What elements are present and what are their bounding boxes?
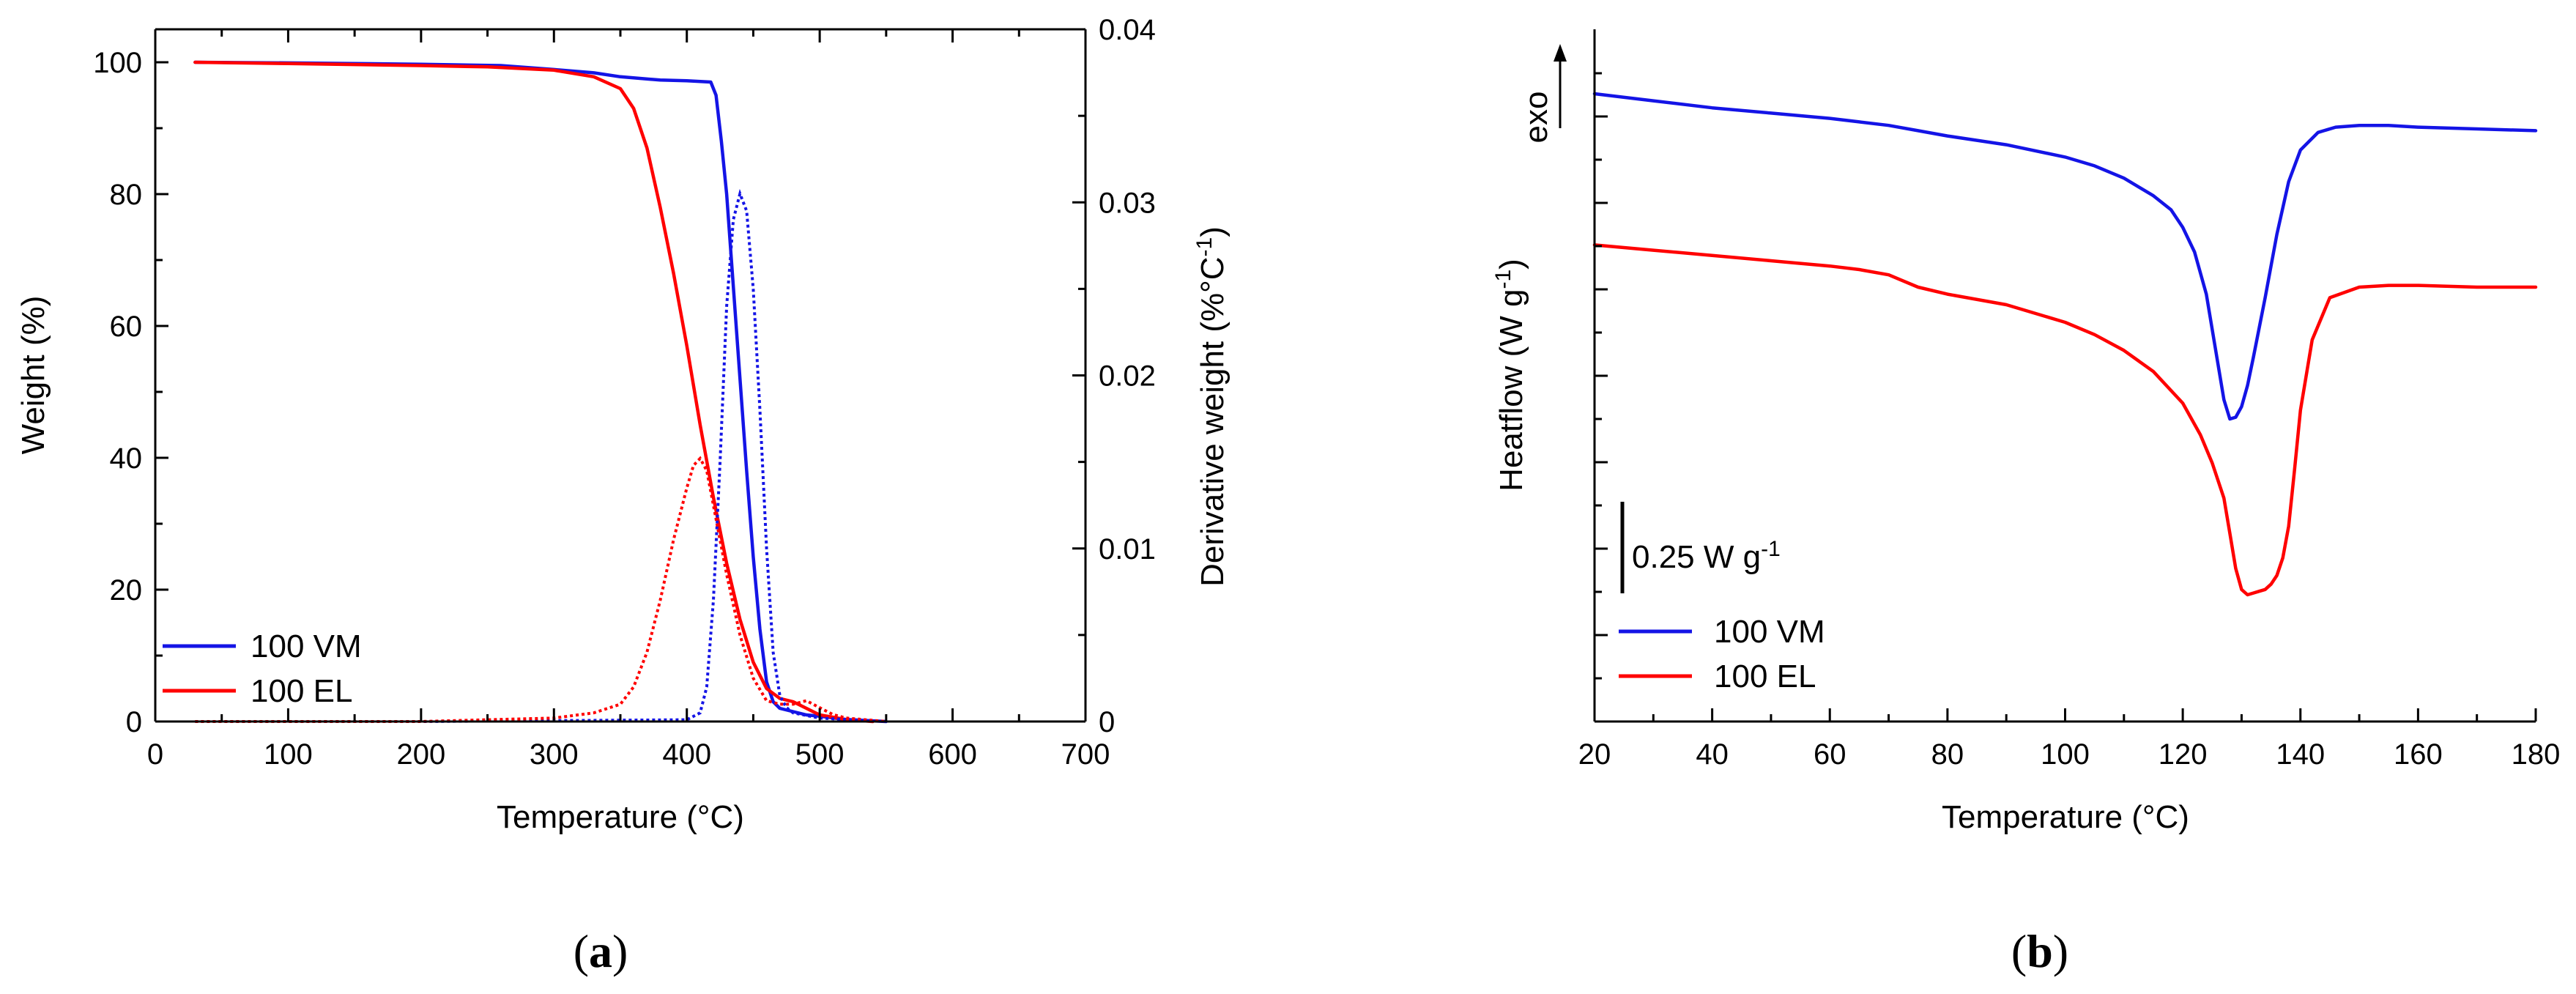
panel-a-label-close: ) [612, 925, 628, 977]
panel-a-label-open: ( [574, 925, 589, 977]
panel-a-y2-tick-label-0.02: 0.02 [1099, 360, 1156, 393]
panel-b-legend-label-vm: 100 VM [1714, 614, 1825, 650]
panel-b-x-tick-label-80: 80 [1931, 738, 1964, 771]
panel-a-y2-title: Derivative weight (%°C-1) [1192, 226, 1231, 587]
panel-a-series-100-el [193, 60, 875, 724]
panel-b-x-tick-label-60: 60 [1814, 738, 1846, 771]
panel-a-y-title: Weight (%) [15, 296, 51, 455]
exo-indicator: exo [1518, 44, 1567, 143]
panel-a-legend-label-vm: 100 VM [250, 628, 362, 664]
panel-a-series-100-vm [193, 60, 888, 724]
panel-a-y-tick-label-20: 20 [110, 574, 143, 607]
panel-b-x-tick-label-20: 20 [1578, 738, 1611, 771]
panel-b-label-letter: b [2027, 925, 2053, 977]
panel-b-y-title-sup: -1 [1491, 270, 1515, 289]
panel-b-x-tick-label-160: 160 [2394, 738, 2443, 771]
panel-b-x-tick-label-180: 180 [2512, 738, 2561, 771]
panel-a-legend: 100 VM 100 EL [163, 628, 362, 709]
panel-a-x-title: Temperature (°C) [497, 799, 744, 835]
panel-a-y2-title-tail: ) [1195, 226, 1231, 237]
panel-a-legend-label-el: 100 EL [250, 673, 352, 709]
exo-arrow-head-icon [1554, 44, 1567, 62]
panel-a-y-tick-label-40: 40 [110, 442, 143, 475]
panel-b-y-title-tail: ) [1493, 259, 1529, 270]
panel-a: 0 100 200 300 400 500 600 70002040608010000.010… [15, 14, 1231, 977]
panel-a-label: (a) [574, 925, 628, 977]
panel-a-x-tick-label-300: 300 [530, 738, 579, 771]
panel-b-x-tick-label-120: 120 [2159, 738, 2208, 771]
scale-bar: 0.25 W g-1 [1620, 502, 1781, 593]
panel-a-ticks: 0 100 200 300 400 500 600 70002040608010000.010… [93, 14, 1156, 771]
panel-a-series-100-el-derivative [195, 456, 887, 723]
panel-a-x-tick-label-200: 200 [396, 738, 445, 771]
panel-a-y2-tick-label-0: 0 [1099, 706, 1115, 738]
panel-b-label: (b) [2011, 925, 2068, 977]
panel-a-y2-tick-label-0.01: 0.01 [1099, 533, 1156, 565]
panel-a-series-100-vm-derivative [195, 188, 887, 723]
panel-b-x-tick-label-40: 40 [1696, 738, 1729, 771]
scale-bar-label: 0.25 W g-1 [1632, 537, 1781, 575]
panel-b-y-title: Heatflow (W g-1) [1491, 259, 1529, 492]
panel-a-y-tick-label-80: 80 [110, 179, 143, 211]
panel-b-x-tick-label-100: 100 [2041, 738, 2090, 771]
panel-a-x-tick-label-100: 100 [264, 738, 313, 771]
panel-b-x-tick-label-140: 140 [2276, 738, 2325, 771]
panel-b-label-open: ( [2011, 925, 2027, 977]
panel-b-y-title-main: Heatflow (W g [1493, 289, 1529, 492]
panel-b: 20 40 60 80 100 120 140 160 180 Temperature (°C)… [1491, 29, 2560, 977]
panel-a-y2-title-sup: -1 [1192, 237, 1217, 257]
panel-a-y2-title-main: Derivative weight (%°C [1195, 256, 1231, 586]
panel-b-legend-label-el: 100 EL [1714, 659, 1816, 694]
panel-a-x-tick-label-0: 0 [147, 738, 163, 771]
panel-a-x-tick-label-600: 600 [928, 738, 977, 771]
panel-b-ticks: 20 40 60 80 100 120 140 160 180 [1578, 72, 2561, 771]
panel-a-y-tick-label-60: 60 [110, 311, 143, 343]
panel-b-label-close: ) [2053, 925, 2068, 977]
panel-a-y2-tick-label-0.03: 0.03 [1099, 187, 1156, 219]
panel-b-series-100-el [1592, 243, 2538, 597]
panel-a-x-tick-label-400: 400 [662, 738, 711, 771]
panel-a-y-tick-label-0: 0 [126, 706, 142, 738]
panel-a-plot-area [193, 60, 888, 724]
panel-b-x-title: Temperature (°C) [1942, 799, 2189, 835]
panel-a-x-tick-label-500: 500 [795, 738, 845, 771]
panel-b-series-100-vm [1592, 92, 2538, 421]
scale-bar-label-main: 0.25 W g [1632, 539, 1761, 575]
panel-a-x-tick-label-700: 700 [1061, 738, 1110, 771]
panel-b-plot-area [1592, 92, 2538, 597]
panel-a-label-letter: a [589, 925, 612, 977]
exo-label: exo [1518, 92, 1554, 144]
panel-a-y-tick-label-100: 100 [93, 47, 142, 79]
panel-b-legend: 100 VM 100 EL [1619, 614, 1825, 694]
scale-bar-label-sup: -1 [1761, 537, 1781, 561]
panel-a-y2-tick-label-0.04: 0.04 [1099, 14, 1156, 46]
